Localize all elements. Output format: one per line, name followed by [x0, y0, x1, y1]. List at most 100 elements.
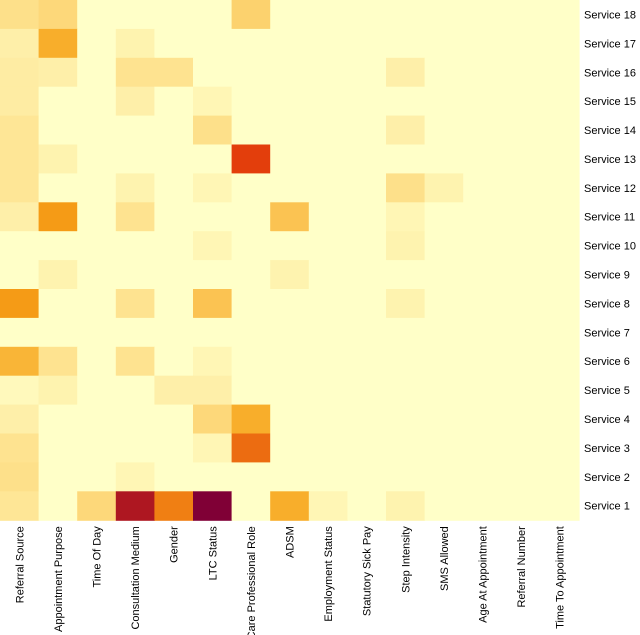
heatmap-cell — [0, 404, 40, 435]
x-tick-label: Gender — [169, 526, 181, 563]
x-tick-label: Age At Appointment — [478, 526, 490, 623]
heatmap-cell — [154, 28, 194, 59]
heatmap-cell — [154, 317, 194, 348]
heatmap-cell — [540, 202, 580, 232]
heatmap-cell — [154, 57, 194, 88]
heatmap-cell — [77, 144, 117, 174]
heatmap-cell — [115, 375, 155, 406]
heatmap-cell — [424, 260, 464, 290]
heatmap-cell — [0, 173, 40, 203]
heatmap-cell — [115, 57, 155, 88]
heatmap-cell — [308, 231, 348, 261]
heatmap-cell — [38, 28, 78, 59]
heatmap-cell — [501, 202, 541, 232]
heatmap-cell — [463, 0, 503, 30]
heatmap-cell — [463, 202, 503, 232]
heatmap-cell — [77, 86, 117, 117]
y-tick-label: Service 18 — [584, 9, 636, 21]
heatmap-cell — [501, 28, 541, 59]
y-axis-labels: Service 18 Service 17 Service 16 Service 15… — [584, 9, 636, 512]
x-tick-label: Time To Appointment — [555, 526, 567, 629]
heatmap-cell — [463, 404, 503, 435]
heatmap-cell — [501, 260, 541, 290]
heatmap-cell — [270, 491, 310, 521]
heatmap-cell — [308, 28, 348, 59]
heatmap-cell — [347, 404, 387, 435]
heatmap-cell — [193, 57, 233, 88]
heatmap-cell — [270, 115, 310, 146]
heatmap-cell — [463, 317, 503, 348]
heatmap-cell — [115, 115, 155, 146]
heatmap-cell — [347, 346, 387, 377]
y-tick-label: Service 11 — [584, 212, 635, 224]
heatmap-cell — [347, 57, 387, 88]
x-tick-label: Care Professional Role — [246, 526, 258, 635]
heatmap-cell — [38, 375, 78, 406]
heatmap-cell — [193, 462, 233, 492]
heatmap-cell — [347, 173, 387, 203]
heatmap-cell — [0, 0, 40, 30]
heatmap-cell — [424, 202, 464, 232]
heatmap-cell — [386, 231, 426, 261]
heatmap-cell — [154, 404, 194, 435]
heatmap-cell — [38, 317, 78, 348]
heatmap-cell — [270, 375, 310, 406]
heatmap-cell — [270, 404, 310, 435]
heatmap-cell — [501, 491, 541, 521]
heatmap-cell — [154, 0, 194, 30]
heatmap-cell — [308, 115, 348, 146]
y-tick-label: Service 15 — [584, 96, 636, 108]
heatmap-cell — [77, 346, 117, 377]
heatmap-cell — [193, 260, 233, 290]
heatmap-cells — [0, 0, 580, 521]
heatmap-cell — [77, 0, 117, 30]
heatmap-cell — [193, 317, 233, 348]
heatmap-cell — [77, 317, 117, 348]
y-tick-label: Service 5 — [584, 385, 630, 397]
heatmap-cell — [347, 28, 387, 59]
heatmap-cell — [308, 404, 348, 435]
heatmap-cell — [38, 260, 78, 290]
heatmap-cell — [0, 144, 40, 174]
heatmap-cell — [154, 375, 194, 406]
heatmap-cell — [231, 202, 271, 232]
heatmap-cell — [501, 462, 541, 492]
heatmap-cell — [463, 375, 503, 406]
heatmap-cell — [115, 0, 155, 30]
heatmap-cell — [38, 404, 78, 435]
heatmap-cell — [0, 260, 40, 290]
heatmap-cell — [386, 317, 426, 348]
heatmap-cell — [270, 260, 310, 290]
heatmap-cell — [501, 115, 541, 146]
heatmap-cell — [347, 491, 387, 521]
heatmap-cell — [77, 202, 117, 232]
heatmap-cell — [193, 433, 233, 463]
heatmap-cell — [0, 375, 40, 406]
heatmap-cell — [231, 231, 271, 261]
heatmap-cell — [308, 0, 348, 30]
heatmap-cell — [540, 491, 580, 521]
x-axis-labels: Referral Source Appointment Purpose Time O… — [14, 526, 566, 635]
heatmap-cell — [540, 317, 580, 348]
heatmap-cell — [270, 231, 310, 261]
heatmap-cell — [77, 491, 117, 521]
heatmap-cell — [347, 231, 387, 261]
heatmap-cell — [270, 317, 310, 348]
heatmap-cell — [154, 346, 194, 377]
heatmap-cell — [540, 260, 580, 290]
heatmap-cell — [77, 57, 117, 88]
y-tick-label: Service 9 — [584, 270, 630, 282]
heatmap-cell — [154, 462, 194, 492]
heatmap-cell — [501, 173, 541, 203]
heatmap-cell — [386, 57, 426, 88]
heatmap-cell — [463, 144, 503, 174]
heatmap-cell — [540, 404, 580, 435]
heatmap-cell — [115, 173, 155, 203]
heatmap-cell — [154, 433, 194, 463]
heatmap-cell — [0, 28, 40, 59]
heatmap-cell — [386, 0, 426, 30]
heatmap-cell — [386, 86, 426, 117]
heatmap-cell — [38, 173, 78, 203]
heatmap-cell — [540, 57, 580, 88]
y-tick-label: Service 12 — [584, 183, 636, 195]
